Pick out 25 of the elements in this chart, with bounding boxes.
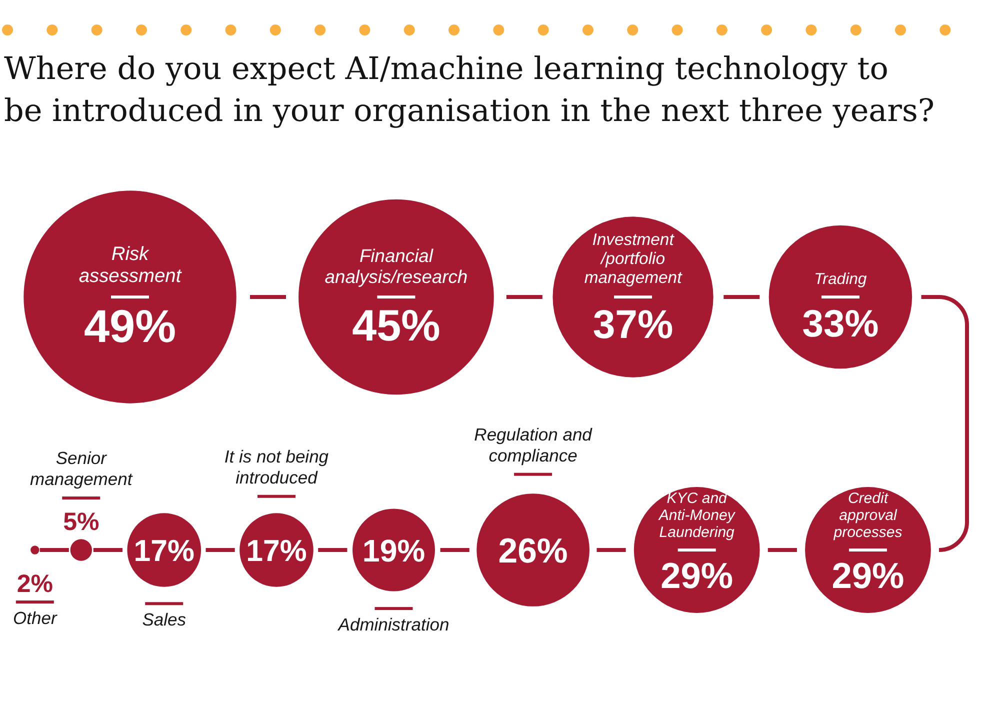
data-label: 17% xyxy=(134,534,194,568)
category-label: It is not being introduced xyxy=(224,446,329,488)
category-label: KYC and Anti-Money Laundering xyxy=(658,490,736,541)
category-label: Financial analysis/research xyxy=(324,245,468,287)
data-label: 29% xyxy=(832,555,904,596)
category-label: Senior management xyxy=(30,448,134,489)
data-label: 33% xyxy=(802,302,879,346)
text: Where do you expect AI/machine learning technology to be introduced in your organisation in the next three years? xyxy=(4,51,934,129)
data-label: 45% xyxy=(352,302,440,351)
category-label: Credit approval processes xyxy=(832,490,903,541)
category-label: Investment /portfolio management xyxy=(584,230,684,287)
category-label: Trading xyxy=(814,271,867,288)
data-label: 49% xyxy=(84,300,176,352)
category-label: Administration xyxy=(337,614,450,635)
category-label: Regulation and compliance xyxy=(474,424,594,466)
category-label: Risk assessment xyxy=(78,244,182,287)
category-label: Other xyxy=(13,608,58,628)
data-label: 37% xyxy=(592,302,674,347)
data-label: 29% xyxy=(660,555,734,596)
data-label: 17% xyxy=(246,534,307,568)
data-label: 5% xyxy=(63,508,100,536)
data-label: 26% xyxy=(498,532,568,571)
data-label: 2% xyxy=(16,570,53,598)
data-label: 19% xyxy=(362,533,426,568)
category-label: Sales xyxy=(142,610,186,630)
